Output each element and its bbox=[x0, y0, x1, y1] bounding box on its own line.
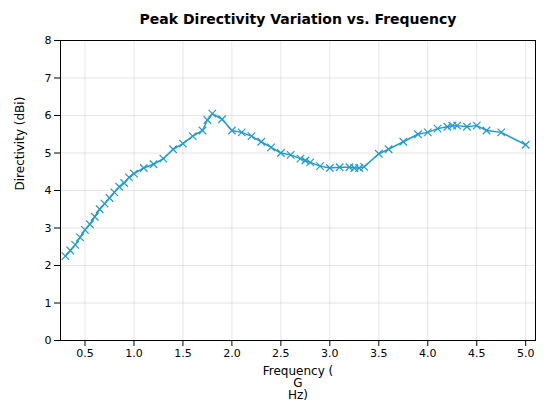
svg-text:1: 1 bbox=[45, 297, 52, 310]
svg-text:0.5: 0.5 bbox=[76, 347, 94, 360]
svg-text:8: 8 bbox=[45, 34, 52, 47]
svg-text:1.5: 1.5 bbox=[174, 347, 192, 360]
svg-text:7: 7 bbox=[45, 72, 52, 85]
svg-text:3.0: 3.0 bbox=[321, 347, 339, 360]
svg-text:3.5: 3.5 bbox=[370, 347, 388, 360]
svg-text:3: 3 bbox=[45, 222, 52, 235]
svg-text:2: 2 bbox=[45, 259, 52, 272]
svg-text:5.0: 5.0 bbox=[517, 347, 535, 360]
svg-text:5: 5 bbox=[45, 147, 52, 160]
svg-text:Frequency (GHz): Frequency (GHz) bbox=[263, 364, 334, 402]
svg-text:0: 0 bbox=[45, 334, 52, 347]
svg-text:4.0: 4.0 bbox=[419, 347, 437, 360]
svg-text:Peak Directivity Variation vs.: Peak Directivity Variation vs. Frequency bbox=[140, 11, 457, 27]
svg-text:6: 6 bbox=[45, 109, 52, 122]
svg-text:2.0: 2.0 bbox=[223, 347, 241, 360]
svg-text:2.5: 2.5 bbox=[272, 347, 290, 360]
svg-text:1.0: 1.0 bbox=[125, 347, 143, 360]
svg-text:4.5: 4.5 bbox=[468, 347, 486, 360]
svg-text:4: 4 bbox=[45, 184, 52, 197]
svg-text:Directivity (dBi): Directivity (dBi) bbox=[13, 97, 27, 191]
